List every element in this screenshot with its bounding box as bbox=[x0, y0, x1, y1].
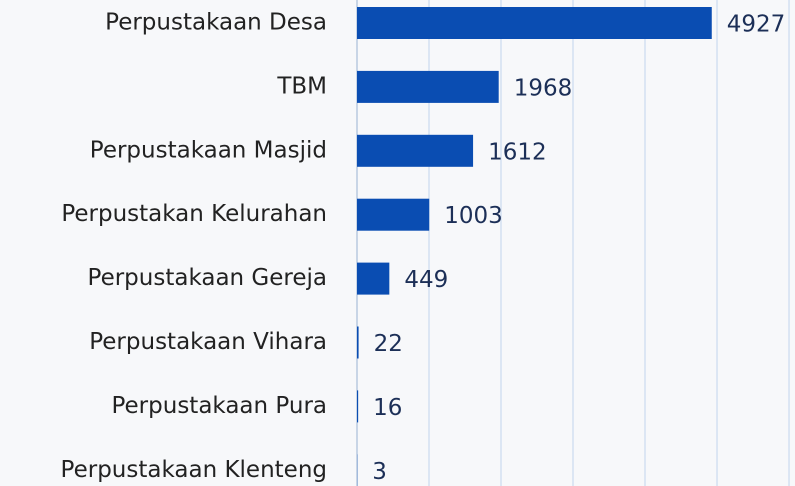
category-label: Perpustakaan Desa bbox=[105, 10, 327, 36]
category-label: Perpustakan Kelurahan bbox=[61, 201, 327, 227]
value-label: 22 bbox=[374, 331, 403, 357]
value-label: 3 bbox=[372, 459, 387, 485]
bar bbox=[357, 134, 474, 167]
bar bbox=[357, 70, 499, 103]
value-label: 449 bbox=[404, 267, 448, 293]
bar bbox=[357, 198, 430, 231]
bar bbox=[357, 262, 390, 295]
value-label: 4927 bbox=[727, 12, 786, 38]
category-label: Perpustakaan Pura bbox=[111, 393, 327, 419]
value-label: 1003 bbox=[444, 203, 503, 229]
value-label: 16 bbox=[373, 395, 402, 421]
bar bbox=[357, 326, 359, 359]
category-label: Perpustakaan Vihara bbox=[89, 329, 327, 355]
category-label: Perpustakaan Masjid bbox=[90, 137, 327, 163]
bar bbox=[357, 390, 359, 423]
category-label: Perpustakaan Gereja bbox=[88, 265, 327, 291]
category-label: Perpustakaan Klenteng bbox=[61, 457, 327, 483]
value-label: 1968 bbox=[514, 75, 573, 101]
bar bbox=[357, 7, 712, 39]
value-label: 1612 bbox=[488, 139, 547, 165]
category-label: TBM bbox=[276, 73, 327, 99]
